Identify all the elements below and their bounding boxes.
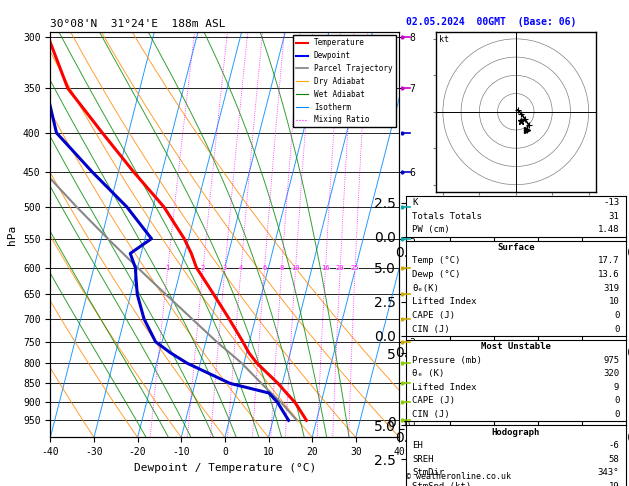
Text: 58: 58 — [608, 455, 619, 464]
Text: θₑ (K): θₑ (K) — [413, 369, 445, 378]
Text: 0: 0 — [614, 410, 619, 419]
Text: 13.6: 13.6 — [598, 270, 619, 279]
Text: 975: 975 — [603, 356, 619, 364]
Text: CAPE (J): CAPE (J) — [413, 397, 455, 405]
Text: 10: 10 — [291, 265, 300, 271]
Text: 0: 0 — [614, 325, 619, 333]
Text: 1.48: 1.48 — [598, 226, 619, 234]
Text: 6: 6 — [262, 265, 267, 271]
Text: -13: -13 — [603, 198, 619, 207]
Text: 31: 31 — [608, 212, 619, 221]
Text: 4: 4 — [239, 265, 243, 271]
Text: CIN (J): CIN (J) — [413, 325, 450, 333]
Text: 8: 8 — [280, 265, 284, 271]
Text: Pressure (mb): Pressure (mb) — [413, 356, 482, 364]
Text: 30°08'N  31°24'E  188m ASL: 30°08'N 31°24'E 188m ASL — [50, 19, 226, 30]
Text: Lifted Index: Lifted Index — [413, 383, 477, 392]
Text: 0: 0 — [614, 397, 619, 405]
Text: 20: 20 — [336, 265, 345, 271]
Text: kt: kt — [439, 35, 449, 44]
Text: LCL: LCL — [403, 419, 418, 428]
Text: StmDir: StmDir — [413, 469, 445, 477]
Text: © weatheronline.co.uk: © weatheronline.co.uk — [406, 472, 511, 481]
Text: CIN (J): CIN (J) — [413, 410, 450, 419]
Text: Dewp (°C): Dewp (°C) — [413, 270, 460, 279]
Text: StmSpd (kt): StmSpd (kt) — [413, 482, 471, 486]
Text: 2: 2 — [201, 265, 205, 271]
Text: 319: 319 — [603, 284, 619, 293]
Y-axis label: hPa: hPa — [8, 225, 18, 244]
Text: 02.05.2024  00GMT  (Base: 06): 02.05.2024 00GMT (Base: 06) — [406, 17, 576, 27]
X-axis label: Dewpoint / Temperature (°C): Dewpoint / Temperature (°C) — [134, 463, 316, 473]
Text: Lifted Index: Lifted Index — [413, 297, 477, 306]
Text: 25: 25 — [351, 265, 359, 271]
Legend: Temperature, Dewpoint, Parcel Trajectory, Dry Adiabat, Wet Adiabat, Isotherm, Mi: Temperature, Dewpoint, Parcel Trajectory… — [293, 35, 396, 127]
Text: 16: 16 — [321, 265, 330, 271]
Text: Most Unstable: Most Unstable — [481, 342, 551, 351]
Y-axis label: km
ASL: km ASL — [423, 213, 440, 235]
Text: 10: 10 — [608, 297, 619, 306]
Text: 320: 320 — [603, 369, 619, 378]
Text: 17.7: 17.7 — [598, 257, 619, 265]
Text: SREH: SREH — [413, 455, 434, 464]
Text: 0: 0 — [614, 311, 619, 320]
Text: 343°: 343° — [598, 469, 619, 477]
Text: Temp (°C): Temp (°C) — [413, 257, 460, 265]
Text: Hodograph: Hodograph — [492, 428, 540, 436]
Text: PW (cm): PW (cm) — [413, 226, 450, 234]
Text: 19: 19 — [608, 482, 619, 486]
Text: 1: 1 — [165, 265, 170, 271]
Text: θₑ(K): θₑ(K) — [413, 284, 439, 293]
Text: Surface: Surface — [497, 243, 535, 252]
Text: CAPE (J): CAPE (J) — [413, 311, 455, 320]
Text: -6: -6 — [608, 441, 619, 450]
Text: K: K — [413, 198, 418, 207]
Text: 9: 9 — [614, 383, 619, 392]
Text: 3: 3 — [223, 265, 227, 271]
Text: EH: EH — [413, 441, 423, 450]
Text: Totals Totals: Totals Totals — [413, 212, 482, 221]
